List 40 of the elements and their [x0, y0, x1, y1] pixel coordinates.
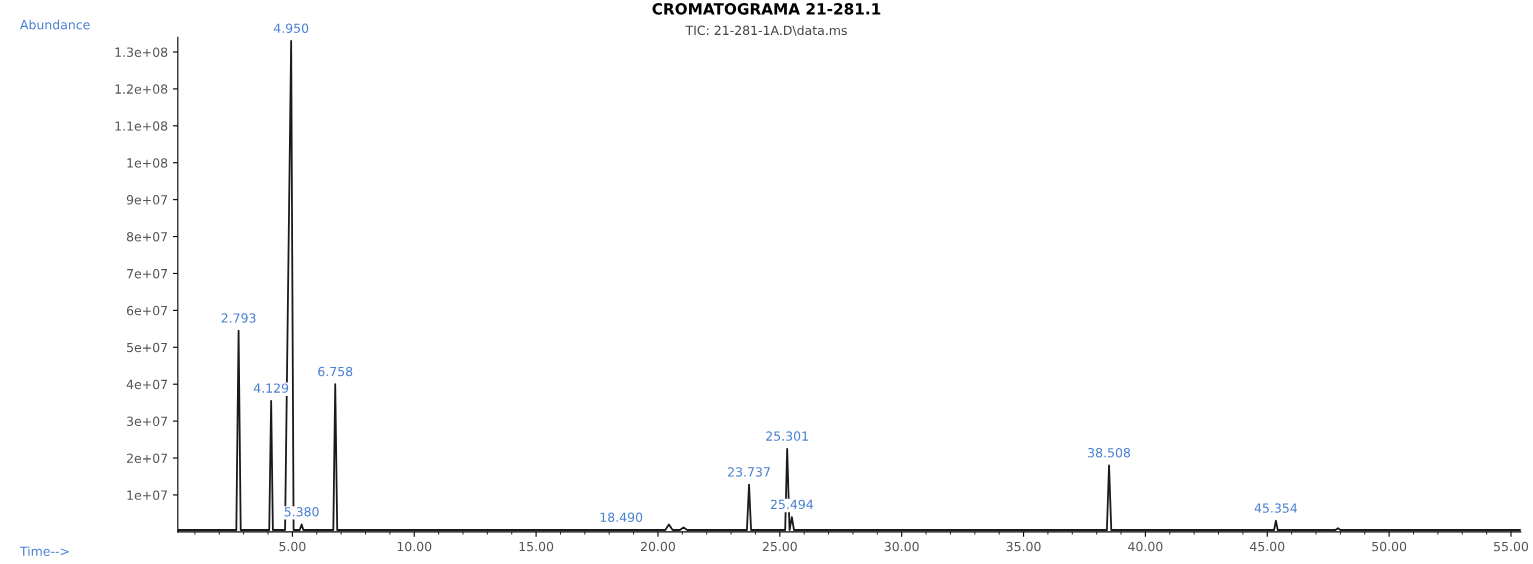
y-tick-label: 2e+07 [127, 453, 168, 463]
x-tick-label: 15.00 [519, 541, 554, 552]
annotation: 18.490 [600, 512, 643, 523]
y-tick-label: 1e+07 [127, 490, 168, 500]
annotation: 5.380 [284, 507, 319, 517]
y-tick-label: 8e+07 [126, 232, 168, 242]
x-tick-label: 30.00 [884, 541, 919, 552]
y-tick-label: 4e+07 [126, 379, 168, 390]
x-tick-label: 55.00 [1494, 541, 1529, 552]
y-tick-label: 1.1e+08 [115, 121, 168, 131]
annotation: 45.354 [1254, 503, 1298, 513]
annotation: 25.494 [770, 499, 814, 510]
annotation: 4.129 [253, 383, 289, 393]
x-tick-label: 10.00 [397, 541, 432, 552]
annotation: 4.950 [273, 23, 309, 33]
chart-subtitle: TIC: 21-281-1A.D\data.ms [685, 25, 847, 37]
x-tick-label: 40.00 [1128, 541, 1163, 552]
y-tick-label: 9e+07 [126, 195, 168, 205]
annotation: 2.793 [221, 313, 256, 323]
y-axis-title: Abundance [20, 19, 90, 30]
x-tick-label: 25.00 [762, 541, 797, 552]
y-tick-label: 1e+08 [127, 158, 168, 168]
x-tick-label: 35.00 [1006, 541, 1041, 552]
y-tick-label: 1.3e+08 [115, 47, 168, 57]
x-tick-label: 50.00 [1372, 541, 1407, 552]
annotation: 6.758 [318, 366, 353, 377]
y-tick-label: 5e+07 [127, 342, 168, 353]
x-tick-label: 5.00 [279, 541, 306, 552]
x-axis-title: Time--> [19, 546, 69, 556]
chart-title: CROMATOGRAMA 21-281.1 [652, 3, 881, 15]
y-tick-label: 7e+07 [127, 268, 168, 279]
y-tick-label: 6e+07 [126, 305, 168, 316]
annotation: 25.301 [766, 431, 808, 441]
line-series [177, 40, 1521, 531]
annotation: 23.737 [728, 467, 770, 477]
x-tick-label: 20.00 [640, 541, 676, 552]
x-tick-label: 45.00 [1249, 541, 1285, 552]
annotation: 38.508 [1088, 447, 1131, 458]
y-tick-label: 3e+07 [127, 416, 168, 427]
y-tick-label: 1.2e+08 [115, 84, 168, 94]
